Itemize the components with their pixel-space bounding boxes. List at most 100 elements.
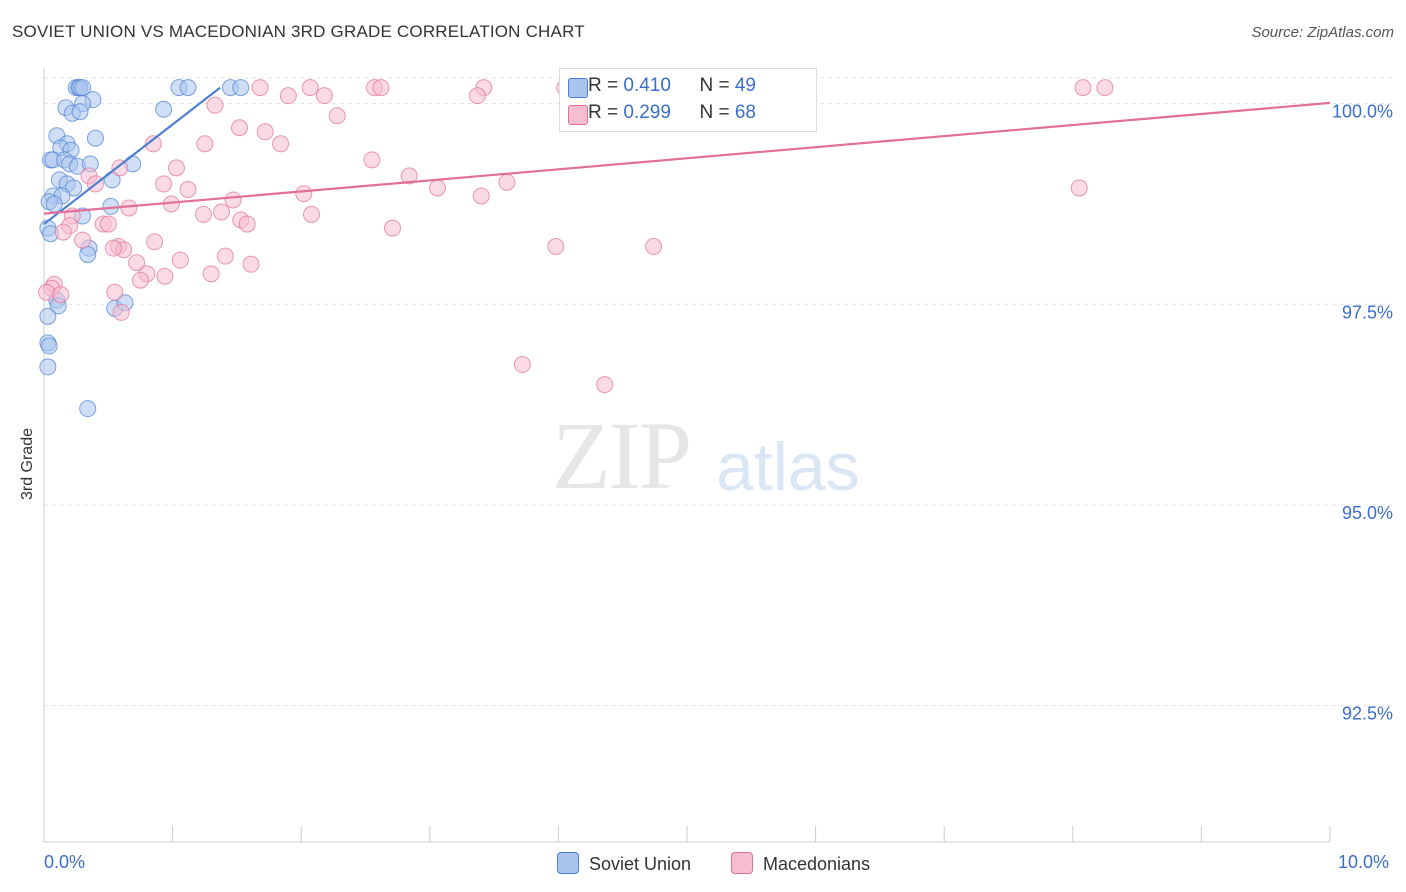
macedonians-point: [328, 107, 346, 125]
watermark-atlas: atlas: [716, 429, 860, 505]
legend-row-macedonians: R = 0.299 N = 68: [568, 102, 756, 126]
macedonians-point: [472, 187, 490, 205]
macedonians-point: [256, 123, 274, 141]
watermark-zip: ZIP: [552, 402, 692, 509]
macedonians-point: [171, 251, 189, 269]
soviet-union-point: [79, 400, 97, 418]
macedonians-point: [272, 135, 290, 153]
macedonians-point: [131, 271, 149, 289]
macedonians-point: [315, 87, 333, 105]
macedonians-point: [302, 205, 320, 223]
y-tick-label: 100.0%: [1332, 102, 1393, 122]
macedonians-point: [1096, 79, 1114, 97]
soviet-union-point: [40, 337, 58, 355]
legend-swatch-blue: [568, 78, 588, 98]
macedonians-point: [238, 215, 256, 233]
macedonians-point: [498, 173, 516, 191]
macedonians-point: [112, 303, 130, 321]
macedonians-point: [106, 283, 124, 301]
bottom-legend-swatch-pink: [731, 852, 753, 874]
y-tick-label: 92.5%: [1342, 704, 1393, 724]
macedonians-point: [384, 219, 402, 237]
macedonians-point: [596, 376, 614, 394]
chart-title: SOVIET UNION VS MACEDONIAN 3RD GRADE COR…: [12, 22, 585, 41]
legend-r-label: R =: [588, 102, 624, 123]
macedonians-point: [513, 356, 531, 373]
macedonians-point: [429, 179, 447, 197]
macedonians-point: [242, 255, 260, 273]
trend-lines: [43, 86, 1331, 225]
macedonians-point: [128, 254, 146, 272]
soviet-union-point: [45, 195, 63, 213]
macedonians-point: [216, 247, 234, 265]
macedonians-point: [251, 79, 269, 97]
soviet-union-point: [79, 246, 97, 264]
legend-n-value: 49: [734, 75, 756, 96]
macedonians-point: [38, 283, 56, 301]
macedonians-point: [547, 238, 565, 256]
macedonians-point: [645, 238, 663, 256]
macedonians-point: [120, 199, 138, 217]
legend-r-label: R =: [588, 75, 624, 96]
soviet-union-point: [179, 79, 197, 97]
source-credit: Source: ZipAtlas.com: [1251, 24, 1394, 41]
soviet-union-point: [71, 103, 89, 121]
bottom-legend-macedonians: Macedonians: [731, 852, 870, 875]
macedonians-point: [1074, 79, 1092, 97]
macedonians-point: [212, 203, 230, 221]
macedonians-point: [301, 79, 319, 97]
y-tick-labels: 100.0% 97.5% 95.0% 92.5%: [1332, 102, 1393, 724]
macedonians-point: [230, 119, 248, 137]
legend-n-label: N =: [699, 75, 735, 96]
macedonians-point: [156, 267, 174, 285]
macedonians-point: [111, 159, 129, 177]
legend-n-value: 68: [734, 102, 756, 123]
macedonians-point: [400, 167, 418, 185]
macedonians-point: [99, 215, 117, 233]
data-points: [38, 79, 1114, 418]
macedonians-point: [224, 191, 242, 209]
gridlines: [44, 77, 1395, 707]
macedonians-point: [194, 205, 212, 223]
x-tick-max: 10.0%: [1338, 852, 1390, 872]
soviet-union-trend-line: [43, 86, 221, 225]
legend-row-soviet-union: R = 0.410 N = 49: [568, 75, 756, 99]
macedonians-point: [179, 181, 197, 199]
soviet-union-point: [232, 79, 250, 97]
macedonians-point: [144, 135, 162, 153]
soviet-union-point: [65, 179, 83, 197]
macedonians-point: [74, 231, 92, 249]
legend-n-label: N =: [699, 102, 735, 123]
macedonians-point: [167, 159, 185, 177]
y-tick-label: 97.5%: [1342, 302, 1393, 322]
bottom-legend-swatch-blue: [557, 852, 579, 874]
soviet-union-point: [39, 307, 57, 325]
x-tick-min: 0.0%: [44, 852, 86, 872]
soviet-union-point: [86, 129, 104, 147]
legend-r-value: 0.410: [623, 75, 671, 96]
bottom-legend-label: Macedonians: [763, 854, 871, 874]
macedonians-point: [202, 265, 220, 283]
macedonians-point: [155, 175, 173, 193]
bottom-legend-soviet-union: Soviet Union: [557, 852, 691, 875]
macedonians-point: [52, 286, 70, 304]
macedonians-point: [279, 87, 297, 105]
macedonians-point: [54, 223, 72, 241]
macedonians-point: [363, 151, 381, 169]
y-tick-label: 95.0%: [1342, 503, 1393, 523]
bottom-legend-label: Soviet Union: [589, 854, 692, 874]
legend-r-value: 0.299: [623, 102, 671, 123]
correlation-legend: R = 0.410 N = 49 R = 0.299 N = 68: [559, 68, 817, 132]
axes: [43, 68, 1331, 843]
macedonians-trend-line: [43, 101, 1331, 215]
legend-swatch-pink: [568, 105, 588, 125]
macedonians-point: [372, 79, 390, 97]
soviet-union-point: [155, 100, 173, 118]
soviet-union-point: [39, 358, 57, 376]
macedonians-point: [295, 185, 313, 203]
macedonians-point: [196, 135, 214, 153]
macedonians-point: [206, 96, 224, 114]
macedonians-point: [104, 239, 122, 257]
macedonians-point: [146, 233, 164, 251]
